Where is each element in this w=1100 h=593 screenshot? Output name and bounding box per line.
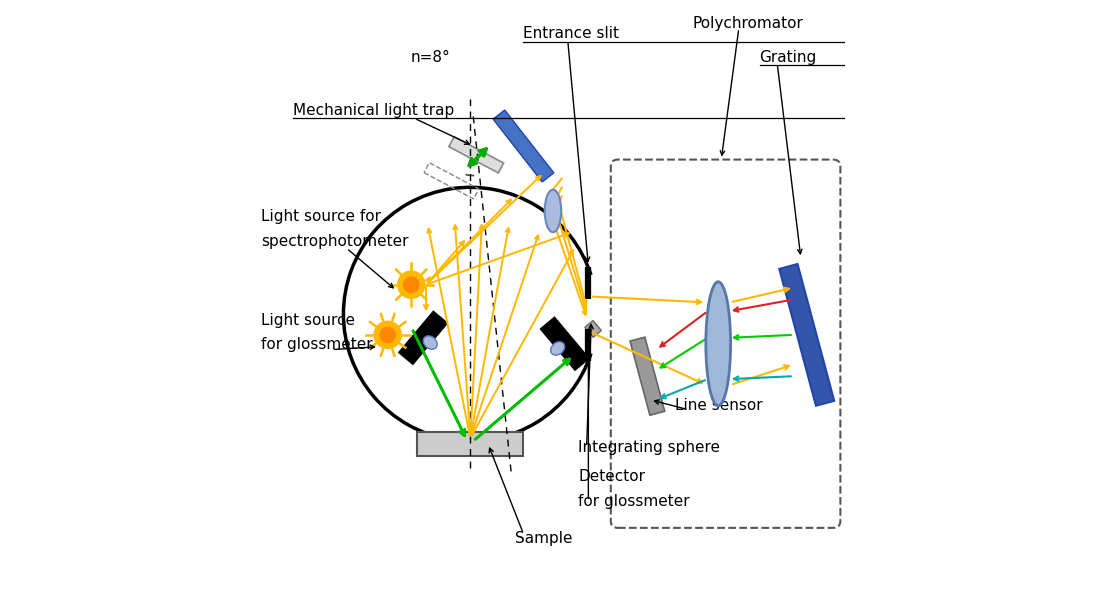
Text: Mechanical light trap: Mechanical light trap <box>294 103 454 118</box>
Polygon shape <box>541 318 589 370</box>
Text: n=8°: n=8° <box>410 50 450 65</box>
Circle shape <box>374 321 401 349</box>
Text: Sample: Sample <box>515 531 572 546</box>
Ellipse shape <box>424 336 437 349</box>
Polygon shape <box>630 337 664 415</box>
Text: Integrating sphere: Integrating sphere <box>579 439 720 454</box>
Polygon shape <box>493 110 553 182</box>
Text: Line sensor: Line sensor <box>675 398 762 413</box>
Text: spectrophotometer: spectrophotometer <box>261 234 408 249</box>
Polygon shape <box>449 137 504 173</box>
Polygon shape <box>779 264 834 406</box>
Text: Light source for: Light source for <box>261 209 381 224</box>
Circle shape <box>398 271 425 298</box>
Polygon shape <box>399 312 447 364</box>
Bar <box>417 432 524 456</box>
Text: for glossmeter: for glossmeter <box>261 337 373 352</box>
Text: for glossmeter: for glossmeter <box>579 494 690 509</box>
Text: Light source: Light source <box>261 313 355 327</box>
Text: Entrance slit: Entrance slit <box>524 26 619 42</box>
Text: Polychromator: Polychromator <box>693 17 804 31</box>
Ellipse shape <box>706 282 730 406</box>
Text: Detector: Detector <box>579 469 646 484</box>
Polygon shape <box>585 321 602 337</box>
Text: Grating: Grating <box>759 50 817 65</box>
Ellipse shape <box>551 342 564 355</box>
Circle shape <box>404 277 419 292</box>
Ellipse shape <box>544 190 561 232</box>
Circle shape <box>379 327 395 343</box>
